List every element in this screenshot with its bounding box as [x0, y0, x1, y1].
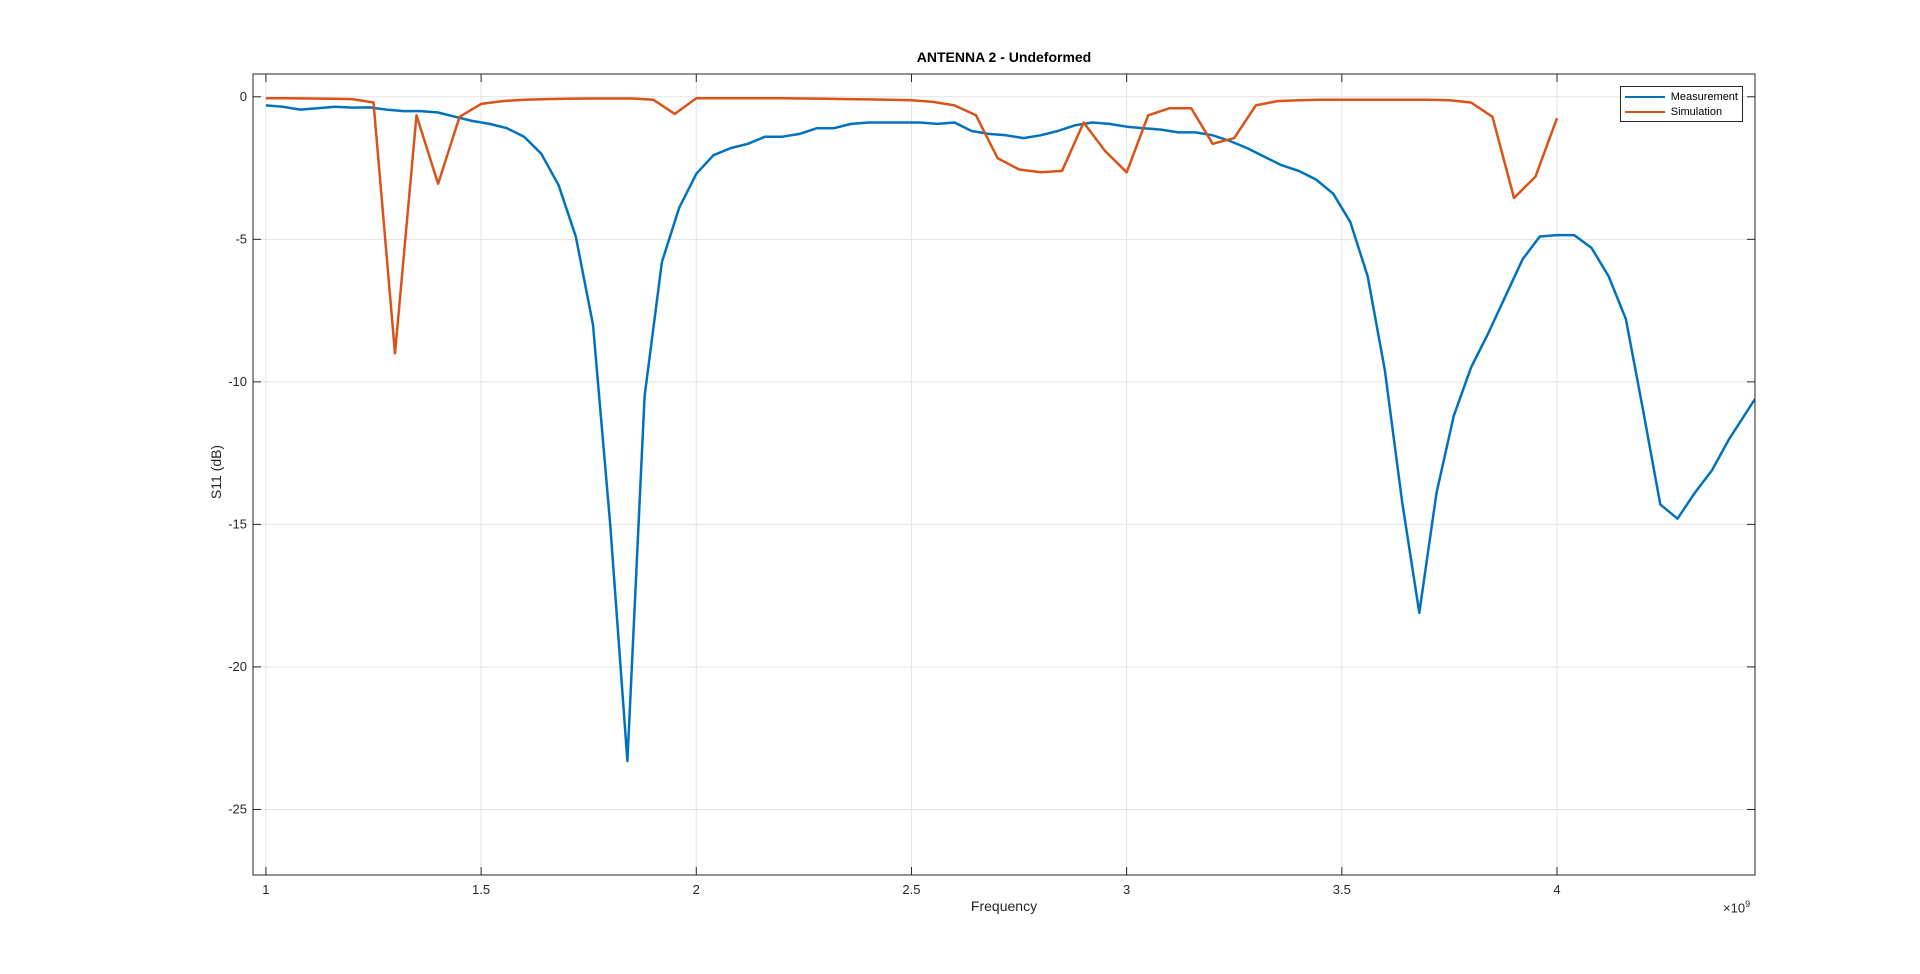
legend-swatch-measurement [1624, 95, 1665, 98]
x-axis-exponent: ×109 [1723, 899, 1750, 915]
y-tick-label: -10 [228, 374, 247, 389]
grid-lines [253, 74, 1755, 875]
x-tick-label: 2.5 [902, 882, 920, 897]
x-tick-label: 3.5 [1333, 882, 1351, 897]
y-tick-label: 0 [240, 89, 247, 104]
y-tick-label: -20 [228, 659, 247, 674]
legend-label-measurement: Measurement [1670, 90, 1738, 103]
series-lines [265, 96, 1755, 763]
legend-label-simulation: Simulation [1670, 105, 1723, 118]
series-line-simulation [265, 96, 1559, 355]
tick-labels: 1 1.5 2 2.5 3 3.5 4 0 -5 -10 -15 -20 -25 [228, 89, 1560, 897]
x-tick-label: 4 [1553, 882, 1560, 897]
chart-title: ANTENNA 2 - Undeformed [916, 49, 1092, 65]
x-exponent-base: ×10 [1723, 900, 1746, 916]
series-line-measurement [265, 104, 1755, 763]
y-tick-label: -25 [228, 801, 247, 816]
legend: Measurement Simulation [1619, 86, 1743, 122]
x-tick-label: 2 [693, 882, 700, 897]
x-tick-label: 1 [262, 882, 269, 897]
y-tick-label: -15 [228, 516, 247, 531]
x-tick-label: 3 [1123, 882, 1130, 897]
legend-swatch-simulation [1624, 110, 1665, 113]
legend-item-measurement: Measurement [1624, 89, 1738, 104]
legend-item-simulation: Simulation [1624, 104, 1738, 119]
x-axis-label: Frequency [970, 898, 1038, 914]
axis-ticks [253, 74, 1755, 875]
axes-box [252, 73, 1756, 876]
y-tick-label: -5 [235, 231, 247, 246]
y-axis-label: S11 (dB) [208, 444, 224, 500]
x-exponent-power: 9 [1745, 899, 1751, 909]
x-tick-label: 1.5 [472, 882, 490, 897]
